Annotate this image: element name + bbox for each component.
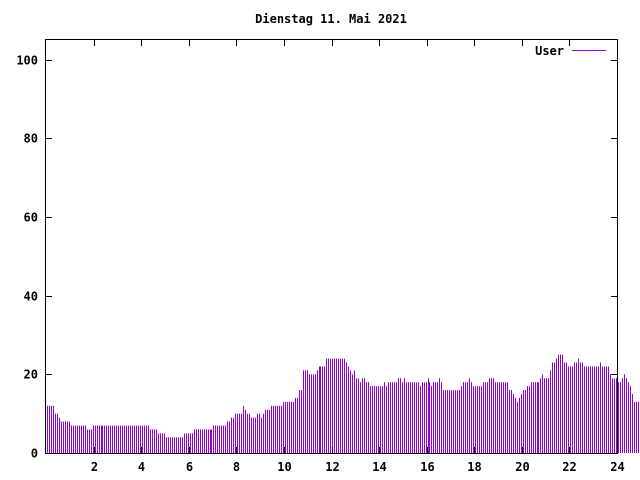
x-tick-label: 20 bbox=[515, 460, 529, 474]
x-tick-label: 14 bbox=[372, 460, 386, 474]
y-tick-label: 0 bbox=[31, 447, 38, 461]
legend-label-user: User bbox=[535, 44, 564, 58]
x-tick-label: 8 bbox=[233, 460, 240, 474]
plot-border bbox=[45, 39, 618, 454]
y-tick-label: 20 bbox=[24, 368, 38, 382]
y-tick-label: 100 bbox=[16, 54, 38, 68]
x-tick-label: 10 bbox=[277, 460, 291, 474]
bar-series bbox=[47, 354, 639, 453]
x-tick-label: 24 bbox=[610, 460, 624, 474]
x-tick-label: 22 bbox=[562, 460, 576, 474]
x-tick-label: 6 bbox=[186, 460, 193, 474]
chart-title: Dienstag 11. Mai 2021 bbox=[255, 12, 407, 26]
x-tick-label: 12 bbox=[325, 460, 339, 474]
legend: User bbox=[535, 44, 606, 58]
y-tick-label: 60 bbox=[24, 211, 38, 225]
y-tick-label: 40 bbox=[24, 290, 38, 304]
x-tick-label: 4 bbox=[138, 460, 145, 474]
x-tick-label: 2 bbox=[91, 460, 98, 474]
x-tick-label: 18 bbox=[467, 460, 481, 474]
y-tick-label: 80 bbox=[24, 132, 38, 146]
x-tick-label: 16 bbox=[420, 460, 434, 474]
